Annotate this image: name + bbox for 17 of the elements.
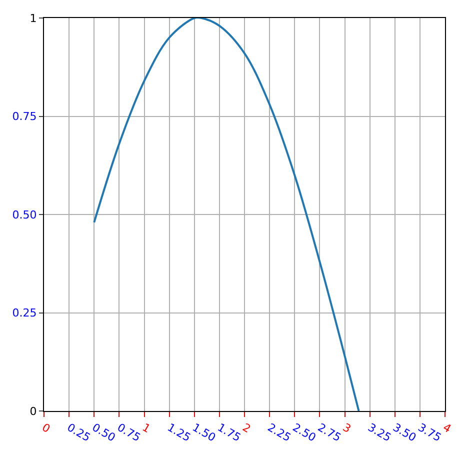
y-tick-label: 0 [30,404,37,418]
x-tick-label: 3.75 [416,420,444,444]
x-tick-label: 1.75 [215,420,243,444]
y-tick-label: 1 [30,12,37,25]
y-tick-label: 0.75 [12,110,37,124]
y-tick-label: 0.25 [12,306,37,320]
line-series [93,18,360,411]
x-tick-label: 0 [40,420,52,436]
x-tick-label: 4 [440,420,454,436]
x-tick-label: 2 [240,420,253,436]
x-tick-label: 3 [340,420,354,436]
y-tick-label: 0.50 [12,208,37,222]
x-tick-label: 1.50 [190,420,218,444]
x-tick-label: 3.50 [390,420,418,444]
x-tick-label: 1 [140,420,153,436]
x-tick-label: 1.25 [165,420,193,444]
x-tick-label: 3.25 [366,420,394,444]
